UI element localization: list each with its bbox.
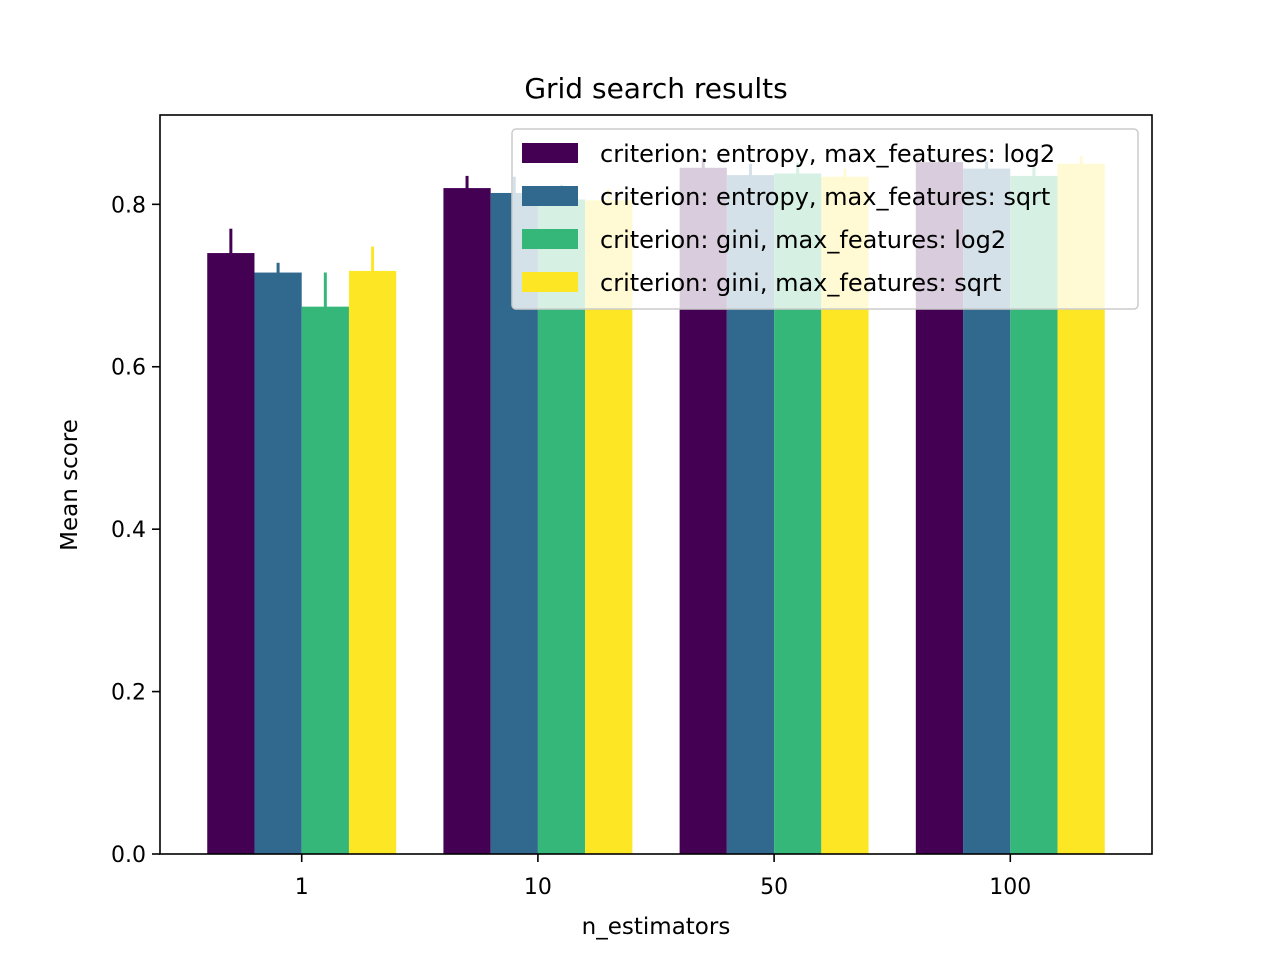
legend-swatch: [522, 229, 578, 249]
y-tick-label: 0.8: [111, 193, 146, 218]
legend-swatch: [522, 272, 578, 292]
x-axis: 1 10 50 100: [295, 854, 1031, 900]
legend-label: criterion: entropy, max_features: log2: [600, 140, 1055, 168]
legend-swatch: [522, 186, 578, 206]
plot-frame: [159, 114, 1153, 855]
legend-label: criterion: gini, max_features: sqrt: [600, 269, 1001, 297]
x-tick-label: 10: [524, 875, 552, 900]
legend-label: criterion: entropy, max_features: sqrt: [600, 183, 1050, 211]
bar-10-series-1: [443, 188, 491, 855]
x-tick-label: 100: [989, 875, 1031, 900]
legend-box: [511, 128, 1139, 310]
y-tick-label: 0.6: [111, 356, 146, 381]
legend-label: criterion: gini, max_features: log2: [600, 226, 1006, 254]
y-axis-title: Mean score: [57, 419, 83, 551]
x-axis-title: n_estimators: [582, 914, 731, 940]
legend-swatch: [522, 143, 578, 163]
y-tick-label: 0.2: [111, 681, 146, 706]
y-tick-label: 0.0: [111, 843, 146, 868]
bar-1-series-1: [207, 253, 255, 855]
bar-1-series-2: [254, 272, 302, 854]
x-tick-label: 1: [295, 875, 309, 900]
chart-title: Grid search results: [524, 72, 787, 105]
legend: criterion: entropy, max_features: log2 cr…: [511, 128, 1139, 310]
y-axis: 0.0 0.2 0.4 0.6 0.8: [111, 193, 160, 868]
x-tick-label: 50: [760, 875, 788, 900]
bar-1-series-4: [348, 270, 397, 854]
y-tick-label: 0.4: [111, 518, 146, 543]
bar-1-series-3: [301, 306, 349, 855]
